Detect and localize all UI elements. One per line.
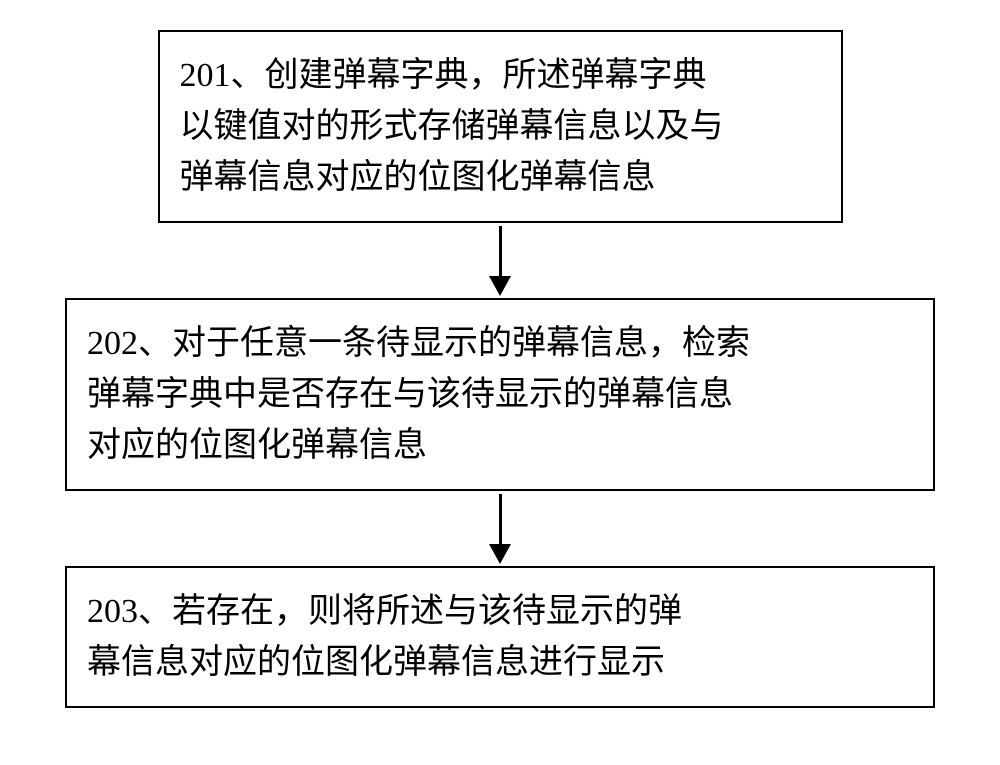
step-text: 201、创建弹幕字典，所述弹幕字典 以键值对的形式存储弹幕信息以及与 弹幕信息对… [180, 50, 821, 203]
flowchart-step-202: 202、对于任意一条待显示的弹幕信息，检索 弹幕字典中是否存在与该待显示的弹幕信… [65, 298, 935, 491]
arrow-head-icon [489, 276, 511, 296]
flowchart-step-203: 203、若存在，则将所述与该待显示的弹 幕信息对应的位图化弹幕信息进行显示 [65, 566, 935, 708]
step-text: 202、对于任意一条待显示的弹幕信息，检索 弹幕字典中是否存在与该待显示的弹幕信… [87, 318, 913, 471]
arrow-line [499, 226, 502, 276]
flowchart-step-201: 201、创建弹幕字典，所述弹幕字典 以键值对的形式存储弹幕信息以及与 弹幕信息对… [158, 30, 843, 223]
flowchart-arrow [489, 223, 511, 298]
arrow-line [499, 494, 502, 544]
step-text: 203、若存在，则将所述与该待显示的弹 幕信息对应的位图化弹幕信息进行显示 [87, 586, 913, 688]
flowchart-arrow [489, 491, 511, 566]
arrow-head-icon [489, 544, 511, 564]
flowchart-container: 201、创建弹幕字典，所述弹幕字典 以键值对的形式存储弹幕信息以及与 弹幕信息对… [65, 30, 935, 708]
